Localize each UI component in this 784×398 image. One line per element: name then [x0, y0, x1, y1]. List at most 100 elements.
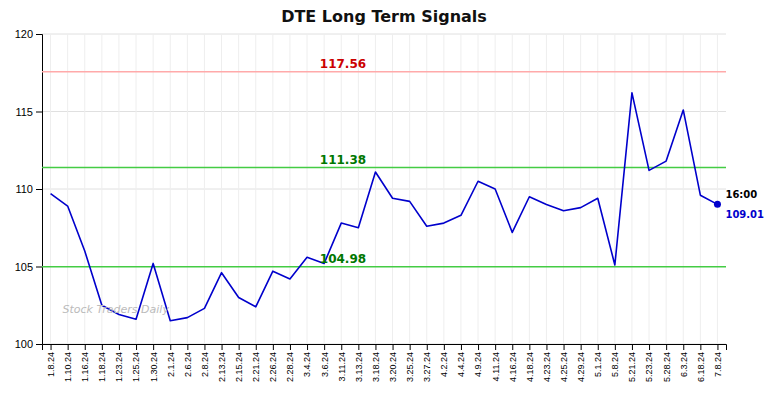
grid-line: [563, 34, 564, 344]
tick-mark: [495, 344, 496, 350]
tick-mark: [36, 34, 42, 35]
reference-label: 117.56: [320, 57, 366, 71]
grid-line: [187, 34, 188, 344]
tick-label: 1.25.24: [131, 352, 141, 382]
tick-label: 4.16.24: [508, 352, 518, 382]
grid: [42, 34, 726, 344]
grid-line: [460, 34, 461, 344]
tick-label: 5.28.24: [662, 352, 672, 382]
tick-label: 1.23.24: [114, 352, 124, 382]
tick: 105: [15, 261, 42, 273]
axis-line: [36, 35, 43, 345]
tick-label: 4.29.24: [576, 352, 586, 382]
tick-label: 1.18.24: [97, 352, 107, 382]
tick-label: 4.4.24: [456, 352, 466, 377]
tick: 4.11.24: [491, 344, 501, 381]
tick-label: 2.8.24: [200, 352, 210, 377]
tick-mark: [102, 344, 103, 350]
tick-label: 1.10.24: [63, 352, 73, 382]
title: DTE Long Term Signals: [281, 7, 487, 26]
grid-line: [546, 34, 547, 344]
grid-line: [204, 34, 205, 344]
y-axis: 100 105 110 115 120: [15, 28, 43, 350]
grid-line: [255, 34, 256, 344]
tick-label: 3.4.24: [302, 352, 312, 377]
grid-line: [221, 34, 222, 344]
reference-label: 104.98: [320, 252, 366, 266]
tick: 110: [15, 183, 42, 195]
tick: 5.28.24: [662, 344, 672, 382]
grid-line: [512, 34, 513, 344]
grid-line: [170, 34, 171, 344]
tick-mark: [85, 344, 86, 350]
tick-mark: [222, 344, 223, 350]
tick-label: 3.11.24: [337, 352, 347, 381]
tick-mark: [68, 344, 69, 350]
tick-mark: [239, 344, 240, 350]
grid-line: [272, 34, 273, 344]
tick: 1.23.24: [114, 344, 124, 382]
grid-line: [375, 34, 376, 344]
tick: 2.21.24: [251, 344, 261, 382]
tick-label: 7.8.24: [713, 352, 723, 377]
grid-line: [443, 34, 444, 344]
tick: 1.25.24: [131, 344, 141, 382]
tick: 3.11.24: [337, 344, 347, 381]
reference-line: [42, 167, 726, 169]
tick-label: 3.20.24: [388, 352, 398, 382]
tick-label: 5.8.24: [610, 352, 620, 377]
tick: 1.8.24: [46, 344, 56, 377]
line: [51, 93, 718, 321]
tick-label: 110: [15, 183, 33, 195]
tick-mark: [700, 344, 701, 350]
tick: 4.23.24: [542, 344, 552, 382]
tick-mark: [717, 344, 718, 350]
reference-lines: [42, 72, 726, 267]
series: [51, 93, 721, 321]
tick-mark: [119, 344, 120, 350]
tick-label: 3.25.24: [405, 352, 415, 382]
tick: 4.25.24: [559, 344, 569, 382]
tick-mark: [427, 344, 428, 350]
tick: 115: [15, 106, 42, 118]
tick: 120: [15, 28, 42, 40]
reference-line: [42, 71, 726, 73]
grid-line: [683, 34, 684, 344]
grid-line: [136, 34, 137, 344]
tick-mark: [649, 344, 650, 350]
tick: 4.4.24: [456, 344, 466, 377]
tick: 6.3.24: [679, 344, 689, 377]
grid-line: [101, 34, 102, 344]
tick-mark: [273, 344, 274, 350]
tick: 3.13.24: [354, 344, 364, 382]
x-axis: 1.8.241.10.241.16.241.18.241.23.241.25.2…: [43, 344, 727, 382]
tick: 5.21.24: [627, 344, 637, 382]
tick: 4.16.24: [508, 344, 518, 382]
tick-label: 4.11.24: [491, 352, 501, 381]
chart: 1001051101151201.8.241.10.241.16.241.18.…: [0, 0, 784, 398]
grid-line: [67, 34, 68, 344]
tick-label: 5.23.24: [644, 352, 654, 382]
tick-mark: [36, 344, 42, 345]
tick: 2.1.24: [166, 344, 176, 377]
grid-line: [426, 34, 427, 344]
tick-label: 3.27.24: [422, 352, 432, 382]
plot: 1001051101151201.8.241.10.241.16.241.18.…: [15, 28, 764, 382]
tick: 3.6.24: [320, 344, 330, 377]
tick-mark: [529, 344, 530, 350]
grid-line: [153, 34, 154, 344]
tick-label: 100: [15, 338, 33, 350]
tick-label: 3.18.24: [371, 352, 381, 382]
grid-line: [649, 34, 650, 344]
last-point: [714, 201, 721, 208]
tick: 1.10.24: [63, 344, 73, 382]
tick-mark: [461, 344, 462, 350]
tick-mark: [478, 344, 479, 350]
grid-line: [42, 34, 726, 35]
grid-line: [392, 34, 393, 344]
tick: 5.23.24: [644, 344, 654, 382]
tick-mark: [204, 344, 205, 350]
tick-mark: [632, 344, 633, 350]
tick-mark: [358, 344, 359, 350]
tick-label: 115: [15, 106, 33, 118]
